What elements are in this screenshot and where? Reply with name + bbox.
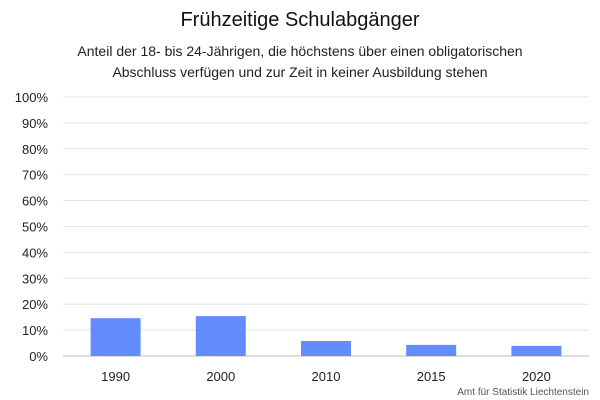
y-tick-label: 100% [15, 90, 49, 105]
bar-2010 [301, 340, 351, 356]
y-tick-label: 90% [22, 116, 48, 131]
bars [90, 316, 562, 356]
bar-2020 [511, 345, 562, 356]
chart-subtitle-line-1: Anteil der 18- bis 24-Jährigen, die höch… [77, 43, 522, 59]
y-tick-label: 20% [22, 297, 48, 312]
y-tick-label: 50% [22, 220, 48, 235]
y-tick-label: 10% [22, 323, 48, 338]
x-tick-label: 2020 [522, 369, 551, 384]
source-note: Amt für Statistik Liechtenstein [457, 387, 589, 398]
x-axis-ticks: 1990 2000 2010 2015 2020 [101, 369, 551, 384]
y-tick-label: 30% [22, 271, 48, 286]
bar-2000 [195, 316, 246, 356]
chart-title: Frühzeitige Schulabgänger [180, 9, 419, 31]
y-tick-label: 80% [22, 142, 48, 157]
x-tick-label: 2010 [312, 369, 341, 384]
y-tick-label: 40% [22, 245, 48, 260]
y-axis-ticks: 0% 10% 20% 30% 40% 50% 60% 70% 80% 90% 100% [15, 90, 49, 364]
y-tick-label: 70% [22, 168, 48, 183]
x-tick-label: 1990 [101, 369, 130, 384]
gridlines [63, 96, 589, 357]
bar-1990 [90, 318, 141, 356]
x-tick-label: 2000 [206, 369, 235, 384]
chart-subtitle-line-2: Abschluss verfügen und zur Zeit in keine… [112, 64, 487, 80]
x-tick-label: 2015 [417, 369, 446, 384]
y-tick-label: 60% [22, 194, 48, 209]
y-tick-label: 0% [29, 349, 48, 364]
bar-2015 [406, 344, 457, 356]
